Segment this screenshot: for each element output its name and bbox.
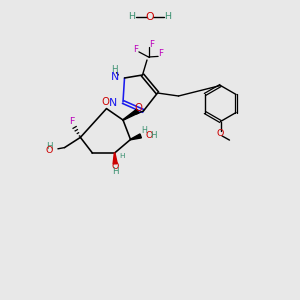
Text: H: H: [119, 153, 125, 159]
Text: H: H: [46, 142, 53, 151]
Text: N: N: [109, 98, 118, 108]
Text: O: O: [146, 131, 153, 140]
Text: F: F: [69, 117, 74, 126]
Text: F: F: [159, 50, 164, 58]
Text: O: O: [217, 129, 224, 138]
Text: H: H: [142, 126, 148, 135]
Polygon shape: [113, 153, 117, 164]
Text: F: F: [149, 40, 154, 49]
Text: O: O: [112, 162, 119, 171]
Text: H: H: [128, 12, 136, 21]
Text: F: F: [134, 45, 138, 54]
Text: H: H: [112, 167, 119, 176]
Text: H: H: [164, 12, 172, 21]
Text: N: N: [111, 72, 119, 82]
Text: O: O: [134, 103, 142, 113]
Polygon shape: [130, 134, 141, 140]
Text: O: O: [146, 11, 154, 22]
Text: H: H: [112, 65, 118, 74]
Text: O: O: [46, 146, 53, 155]
Polygon shape: [123, 109, 139, 120]
Text: H: H: [150, 131, 156, 140]
Text: O: O: [101, 97, 109, 107]
